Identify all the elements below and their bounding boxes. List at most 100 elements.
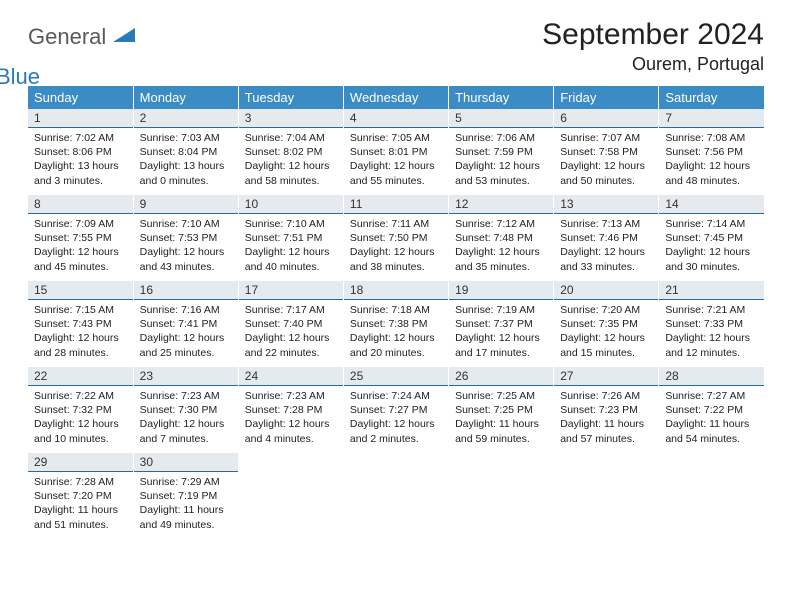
- sunset-text: Sunset: 7:37 PM: [455, 317, 547, 331]
- daylight-text: Daylight: 12 hours: [245, 245, 337, 259]
- sunrise-text: Sunrise: 7:02 AM: [34, 131, 127, 145]
- daylight-text: Daylight: 11 hours: [560, 417, 652, 431]
- logo: General Blue: [28, 24, 135, 76]
- daylight-text: Daylight: 12 hours: [560, 245, 652, 259]
- daylight-text: and 15 minutes.: [560, 346, 652, 360]
- daylight-text: Daylight: 12 hours: [665, 245, 758, 259]
- sunrise-text: Sunrise: 7:27 AM: [665, 389, 758, 403]
- sunrise-text: Sunrise: 7:12 AM: [455, 217, 547, 231]
- day-details: Sunrise: 7:10 AMSunset: 7:51 PMDaylight:…: [239, 214, 343, 277]
- sunset-text: Sunset: 7:45 PM: [665, 231, 758, 245]
- day-number: 17: [239, 281, 343, 300]
- daylight-text: and 40 minutes.: [245, 260, 337, 274]
- day-number: 15: [28, 281, 133, 300]
- day-details: Sunrise: 7:11 AMSunset: 7:50 PMDaylight:…: [344, 214, 448, 277]
- daylight-text: Daylight: 12 hours: [34, 331, 127, 345]
- day-details: Sunrise: 7:08 AMSunset: 7:56 PMDaylight:…: [659, 128, 764, 191]
- day-details: Sunrise: 7:02 AMSunset: 8:06 PMDaylight:…: [28, 128, 133, 191]
- sunrise-text: Sunrise: 7:21 AM: [665, 303, 758, 317]
- calendar-day-cell: 3Sunrise: 7:04 AMSunset: 8:02 PMDaylight…: [238, 109, 343, 195]
- sunset-text: Sunset: 7:30 PM: [140, 403, 232, 417]
- calendar-day-cell: 9Sunrise: 7:10 AMSunset: 7:53 PMDaylight…: [133, 195, 238, 281]
- sunset-text: Sunset: 8:04 PM: [140, 145, 232, 159]
- daylight-text: Daylight: 13 hours: [140, 159, 232, 173]
- daylight-text: Daylight: 12 hours: [34, 417, 127, 431]
- daylight-text: and 17 minutes.: [455, 346, 547, 360]
- calendar-day-cell: 5Sunrise: 7:06 AMSunset: 7:59 PMDaylight…: [449, 109, 554, 195]
- day-details: Sunrise: 7:16 AMSunset: 7:41 PMDaylight:…: [134, 300, 238, 363]
- sunrise-text: Sunrise: 7:03 AM: [140, 131, 232, 145]
- daylight-text: and 3 minutes.: [34, 174, 127, 188]
- day-details: Sunrise: 7:12 AMSunset: 7:48 PMDaylight:…: [449, 214, 553, 277]
- logo-triangle-icon: [113, 26, 135, 47]
- daylight-text: Daylight: 12 hours: [665, 331, 758, 345]
- day-number: 10: [239, 195, 343, 214]
- sunrise-text: Sunrise: 7:22 AM: [34, 389, 127, 403]
- calendar-day-cell: [449, 453, 554, 539]
- day-number: 25: [344, 367, 448, 386]
- daylight-text: Daylight: 12 hours: [350, 331, 442, 345]
- sunrise-text: Sunrise: 7:18 AM: [350, 303, 442, 317]
- daylight-text: Daylight: 12 hours: [140, 331, 232, 345]
- daylight-text: and 55 minutes.: [350, 174, 442, 188]
- day-details: Sunrise: 7:27 AMSunset: 7:22 PMDaylight:…: [659, 386, 764, 449]
- day-details: Sunrise: 7:06 AMSunset: 7:59 PMDaylight:…: [449, 128, 553, 191]
- daylight-text: and 51 minutes.: [34, 518, 127, 532]
- daylight-text: Daylight: 12 hours: [245, 417, 337, 431]
- title-block: September 2024 Ourem, Portugal: [542, 18, 764, 75]
- daylight-text: and 45 minutes.: [34, 260, 127, 274]
- calendar-day-cell: 20Sunrise: 7:20 AMSunset: 7:35 PMDayligh…: [554, 281, 659, 367]
- sunset-text: Sunset: 7:55 PM: [34, 231, 127, 245]
- calendar-day-cell: 25Sunrise: 7:24 AMSunset: 7:27 PMDayligh…: [343, 367, 448, 453]
- weekday-header: Tuesday: [238, 86, 343, 109]
- daylight-text: and 0 minutes.: [140, 174, 232, 188]
- day-number: 7: [659, 109, 764, 128]
- day-details: Sunrise: 7:17 AMSunset: 7:40 PMDaylight:…: [239, 300, 343, 363]
- day-details: Sunrise: 7:15 AMSunset: 7:43 PMDaylight:…: [28, 300, 133, 363]
- calendar-week-row: 1Sunrise: 7:02 AMSunset: 8:06 PMDaylight…: [28, 109, 764, 195]
- sunrise-text: Sunrise: 7:06 AM: [455, 131, 547, 145]
- daylight-text: and 2 minutes.: [350, 432, 442, 446]
- sunrise-text: Sunrise: 7:24 AM: [350, 389, 442, 403]
- calendar-day-cell: 26Sunrise: 7:25 AMSunset: 7:25 PMDayligh…: [449, 367, 554, 453]
- day-details: Sunrise: 7:07 AMSunset: 7:58 PMDaylight:…: [554, 128, 658, 191]
- day-details: Sunrise: 7:18 AMSunset: 7:38 PMDaylight:…: [344, 300, 448, 363]
- calendar-table: Sunday Monday Tuesday Wednesday Thursday…: [28, 86, 764, 539]
- daylight-text: and 35 minutes.: [455, 260, 547, 274]
- calendar-day-cell: 17Sunrise: 7:17 AMSunset: 7:40 PMDayligh…: [238, 281, 343, 367]
- calendar-day-cell: 14Sunrise: 7:14 AMSunset: 7:45 PMDayligh…: [659, 195, 764, 281]
- sunset-text: Sunset: 7:58 PM: [560, 145, 652, 159]
- calendar-day-cell: 4Sunrise: 7:05 AMSunset: 8:01 PMDaylight…: [343, 109, 448, 195]
- sunrise-text: Sunrise: 7:10 AM: [140, 217, 232, 231]
- calendar-day-cell: 1Sunrise: 7:02 AMSunset: 8:06 PMDaylight…: [28, 109, 133, 195]
- calendar-day-cell: 2Sunrise: 7:03 AMSunset: 8:04 PMDaylight…: [133, 109, 238, 195]
- sunset-text: Sunset: 7:33 PM: [665, 317, 758, 331]
- daylight-text: Daylight: 11 hours: [665, 417, 758, 431]
- day-details: Sunrise: 7:23 AMSunset: 7:28 PMDaylight:…: [239, 386, 343, 449]
- month-title: September 2024: [542, 18, 764, 52]
- sunset-text: Sunset: 7:41 PM: [140, 317, 232, 331]
- day-number: 14: [659, 195, 764, 214]
- daylight-text: Daylight: 12 hours: [455, 331, 547, 345]
- daylight-text: Daylight: 12 hours: [350, 417, 442, 431]
- calendar-week-row: 8Sunrise: 7:09 AMSunset: 7:55 PMDaylight…: [28, 195, 764, 281]
- daylight-text: and 58 minutes.: [245, 174, 337, 188]
- day-details: Sunrise: 7:21 AMSunset: 7:33 PMDaylight:…: [659, 300, 764, 363]
- daylight-text: and 20 minutes.: [350, 346, 442, 360]
- sunset-text: Sunset: 7:27 PM: [350, 403, 442, 417]
- day-number: 16: [134, 281, 238, 300]
- sunset-text: Sunset: 7:20 PM: [34, 489, 127, 503]
- calendar-day-cell: 19Sunrise: 7:19 AMSunset: 7:37 PMDayligh…: [449, 281, 554, 367]
- day-number: 1: [28, 109, 133, 128]
- sunset-text: Sunset: 7:25 PM: [455, 403, 547, 417]
- sunset-text: Sunset: 8:01 PM: [350, 145, 442, 159]
- sunrise-text: Sunrise: 7:11 AM: [350, 217, 442, 231]
- daylight-text: and 7 minutes.: [140, 432, 232, 446]
- sunrise-text: Sunrise: 7:26 AM: [560, 389, 652, 403]
- day-number: 8: [28, 195, 133, 214]
- calendar-day-cell: 29Sunrise: 7:28 AMSunset: 7:20 PMDayligh…: [28, 453, 133, 539]
- day-details: Sunrise: 7:24 AMSunset: 7:27 PMDaylight:…: [344, 386, 448, 449]
- sunrise-text: Sunrise: 7:10 AM: [245, 217, 337, 231]
- calendar-day-cell: 8Sunrise: 7:09 AMSunset: 7:55 PMDaylight…: [28, 195, 133, 281]
- daylight-text: and 25 minutes.: [140, 346, 232, 360]
